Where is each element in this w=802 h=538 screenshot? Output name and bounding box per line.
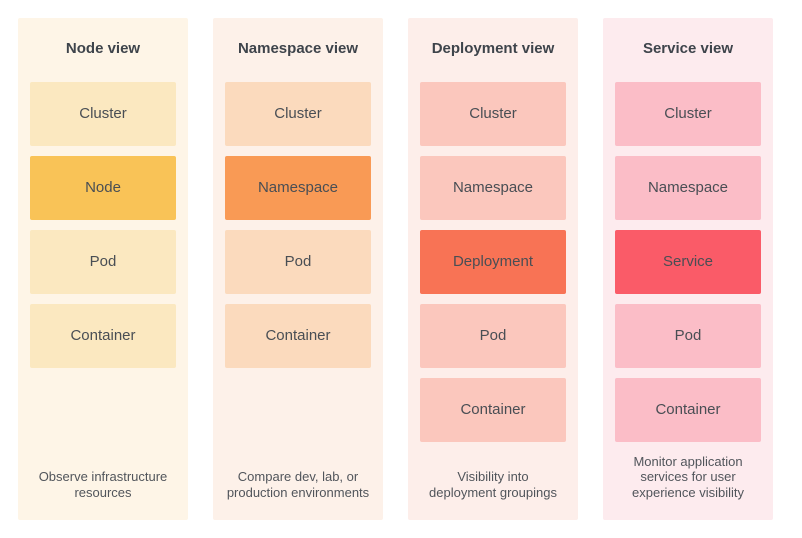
column-description: Observe infrastructure resources [38,469,168,500]
resource-box-namespace: Namespace [420,156,566,220]
resource-box-container: Container [30,304,176,368]
column-node-view: Node view Cluster Node Pod Container Obs… [18,18,188,520]
resource-box-cluster: Cluster [30,82,176,146]
resource-box-label: Cluster [469,105,517,122]
columns-row: Node view Cluster Node Pod Container Obs… [18,18,773,520]
column-title: Service view [642,40,734,57]
box-stack: Cluster Namespace Deployment Pod Contain… [420,82,566,442]
resource-box-deployment: Deployment [420,230,566,294]
resource-box-label: Namespace [647,179,729,196]
box-stack: Cluster Node Pod Container [30,82,176,368]
resource-box-label: Container [460,401,526,418]
column-deployment-view: Deployment view Cluster Namespace Deploy… [408,18,578,520]
resource-box-container: Container [615,378,761,442]
resource-box-label: Cluster [664,105,712,122]
resource-box-node: Node [30,156,176,220]
column-title: Namespace view [237,40,359,57]
resource-box-cluster: Cluster [225,82,371,146]
resource-box-container: Container [225,304,371,368]
resource-box-label: Pod [284,253,312,270]
resource-box-label: Namespace [452,179,534,196]
resource-box-label: Namespace [257,179,339,196]
box-stack: Cluster Namespace Pod Container [225,82,371,368]
resource-box-container: Container [420,378,566,442]
column-namespace-view: Namespace view Cluster Namespace Pod Con… [213,18,383,520]
column-service-view: Service view Cluster Namespace Service P… [603,18,773,520]
resource-box-label: Container [655,401,721,418]
resource-box-cluster: Cluster [615,82,761,146]
resource-box-pod: Pod [615,304,761,368]
resource-box-label: Pod [674,327,702,344]
resource-box-cluster: Cluster [420,82,566,146]
resource-box-label: Service [662,253,714,270]
resource-box-namespace: Namespace [615,156,761,220]
resource-box-pod: Pod [420,304,566,368]
box-stack: Cluster Namespace Service Pod Container [615,82,761,442]
resource-box-service: Service [615,230,761,294]
resource-box-label: Container [265,327,331,344]
resource-box-label: Node [85,179,121,196]
resource-box-label: Cluster [274,105,322,122]
resource-box-pod: Pod [225,230,371,294]
column-title: Deployment view [431,40,555,57]
resource-box-label: Cluster [79,105,127,122]
resource-box-label: Container [70,327,136,344]
column-title: Node view [65,40,141,57]
resource-box-label: Pod [89,253,117,270]
column-description: Visibility into deployment groupings [429,469,557,500]
column-description: Compare dev, lab, or production environm… [226,469,370,500]
resource-box-namespace: Namespace [225,156,371,220]
resource-box-label: Deployment [452,253,534,270]
resource-box-pod: Pod [30,230,176,294]
column-description: Monitor application services for user ex… [632,453,744,500]
resource-box-label: Pod [479,327,507,344]
